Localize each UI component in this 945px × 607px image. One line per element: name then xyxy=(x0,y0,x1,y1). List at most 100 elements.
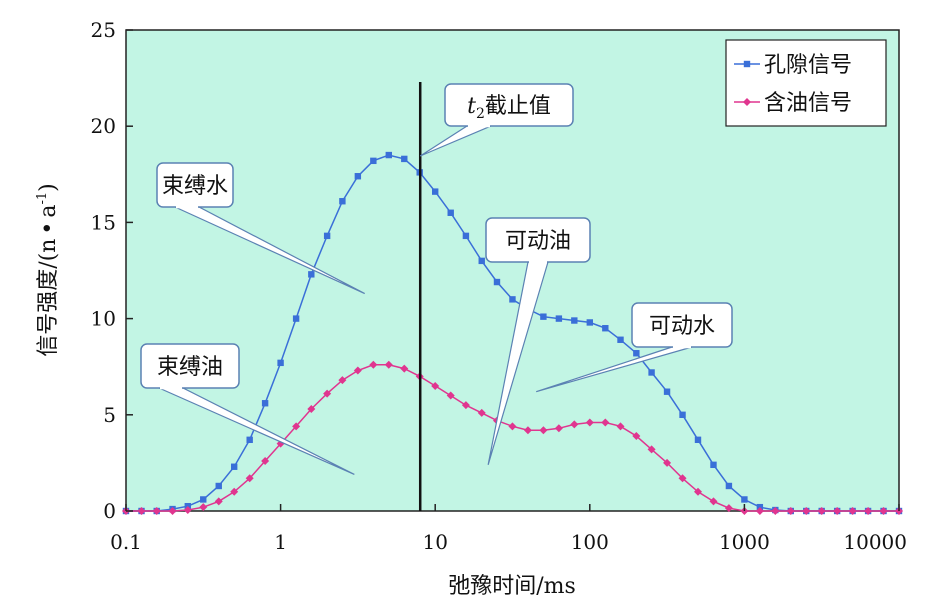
data-point xyxy=(400,364,409,373)
legend-marker xyxy=(743,98,751,106)
data-point xyxy=(879,507,888,515)
y-tick-label: 15 xyxy=(91,210,116,234)
data-point xyxy=(183,506,192,515)
axes: 0 5 10 15 20 25 0.1 1 10 100 1000 10000 xyxy=(91,18,907,554)
data-point xyxy=(447,209,454,216)
data-point xyxy=(261,456,270,465)
data-point xyxy=(292,422,301,431)
x-tick-label: 0.1 xyxy=(110,530,142,554)
legend-box xyxy=(725,39,887,127)
callout-movable-water: 可动水 xyxy=(535,302,733,393)
callout-bound-water: 束缚水 xyxy=(156,162,365,295)
callout-label: 束缚油 xyxy=(157,355,223,380)
data-point xyxy=(848,507,857,515)
x-tick-label: 100 xyxy=(571,530,609,554)
data-point xyxy=(509,296,516,303)
data-point xyxy=(152,507,161,515)
legend-marker xyxy=(743,60,751,68)
data-point xyxy=(338,376,347,385)
data-point xyxy=(401,155,408,163)
data-point xyxy=(523,426,532,435)
data-point xyxy=(601,418,610,427)
callout-label: 可动水 xyxy=(649,314,715,339)
data-point xyxy=(354,173,362,180)
y-tick-label: 25 xyxy=(91,18,116,42)
callout-label: t2截止值 xyxy=(467,94,551,122)
data-point xyxy=(446,391,455,400)
data-point xyxy=(339,198,346,205)
data-point xyxy=(693,487,702,496)
data-point xyxy=(802,507,811,515)
data-point xyxy=(786,507,795,515)
data-point xyxy=(554,424,563,433)
data-point xyxy=(540,313,547,320)
data-point xyxy=(647,445,656,454)
data-point xyxy=(555,315,563,322)
data-point xyxy=(462,232,470,240)
y-tick-label: 0 xyxy=(103,499,116,523)
data-point xyxy=(571,317,578,324)
data-point xyxy=(478,257,485,265)
data-point xyxy=(214,497,223,506)
data-point xyxy=(709,497,718,506)
x-tick-label: 10000 xyxy=(843,530,907,554)
data-point xyxy=(833,507,842,515)
callout-box xyxy=(140,343,240,389)
callout-movable-oil: 可动油 xyxy=(485,217,591,465)
data-point xyxy=(678,474,687,483)
data-point xyxy=(539,426,548,435)
callout-bound-oil: 束缚油 xyxy=(140,343,355,475)
data-point xyxy=(633,350,640,357)
x-axis-title: 弛豫时间/ms xyxy=(448,574,576,599)
callout-label: 束缚水 xyxy=(162,174,228,199)
data-point xyxy=(725,482,733,490)
data-point xyxy=(369,360,378,369)
t2-cutoff-callout: t2截止值 xyxy=(419,83,574,157)
data-point xyxy=(230,463,238,470)
callout-box xyxy=(444,83,574,127)
y-axis-title: 信号强度/(n•a-1) xyxy=(35,183,61,357)
data-point xyxy=(245,474,254,483)
legend-label: 含油信号 xyxy=(764,91,852,116)
data-point xyxy=(168,507,177,515)
data-point xyxy=(385,151,392,159)
y-tick-label: 5 xyxy=(103,403,116,427)
data-point xyxy=(230,487,239,496)
data-point xyxy=(755,507,764,515)
data-point xyxy=(200,496,207,503)
y-tick-label: 10 xyxy=(91,307,116,331)
data-point xyxy=(570,420,579,429)
data-point xyxy=(741,496,748,503)
data-point xyxy=(323,232,331,240)
data-point xyxy=(864,507,873,515)
data-point xyxy=(370,157,377,165)
data-point xyxy=(663,458,672,467)
data-point xyxy=(632,431,641,440)
data-point xyxy=(493,278,501,286)
x-tick-label: 1000 xyxy=(719,530,770,554)
data-point xyxy=(663,388,671,395)
data-point xyxy=(353,366,362,375)
data-point xyxy=(292,315,300,322)
x-tick-label: 1 xyxy=(274,530,287,554)
callout-label: 可动油 xyxy=(505,229,571,254)
data-point xyxy=(724,504,733,513)
data-point xyxy=(694,436,702,444)
data-point xyxy=(617,336,624,343)
data-point xyxy=(261,400,269,407)
data-point xyxy=(461,401,470,410)
data-point xyxy=(477,408,486,417)
data-point xyxy=(277,359,284,367)
data-point xyxy=(308,271,315,278)
data-point xyxy=(199,503,208,512)
data-point xyxy=(137,507,146,515)
data-point xyxy=(215,482,222,490)
data-point xyxy=(586,319,593,326)
data-point xyxy=(710,461,717,469)
data-point xyxy=(323,389,332,398)
data-point xyxy=(817,507,826,515)
data-point xyxy=(307,405,316,414)
